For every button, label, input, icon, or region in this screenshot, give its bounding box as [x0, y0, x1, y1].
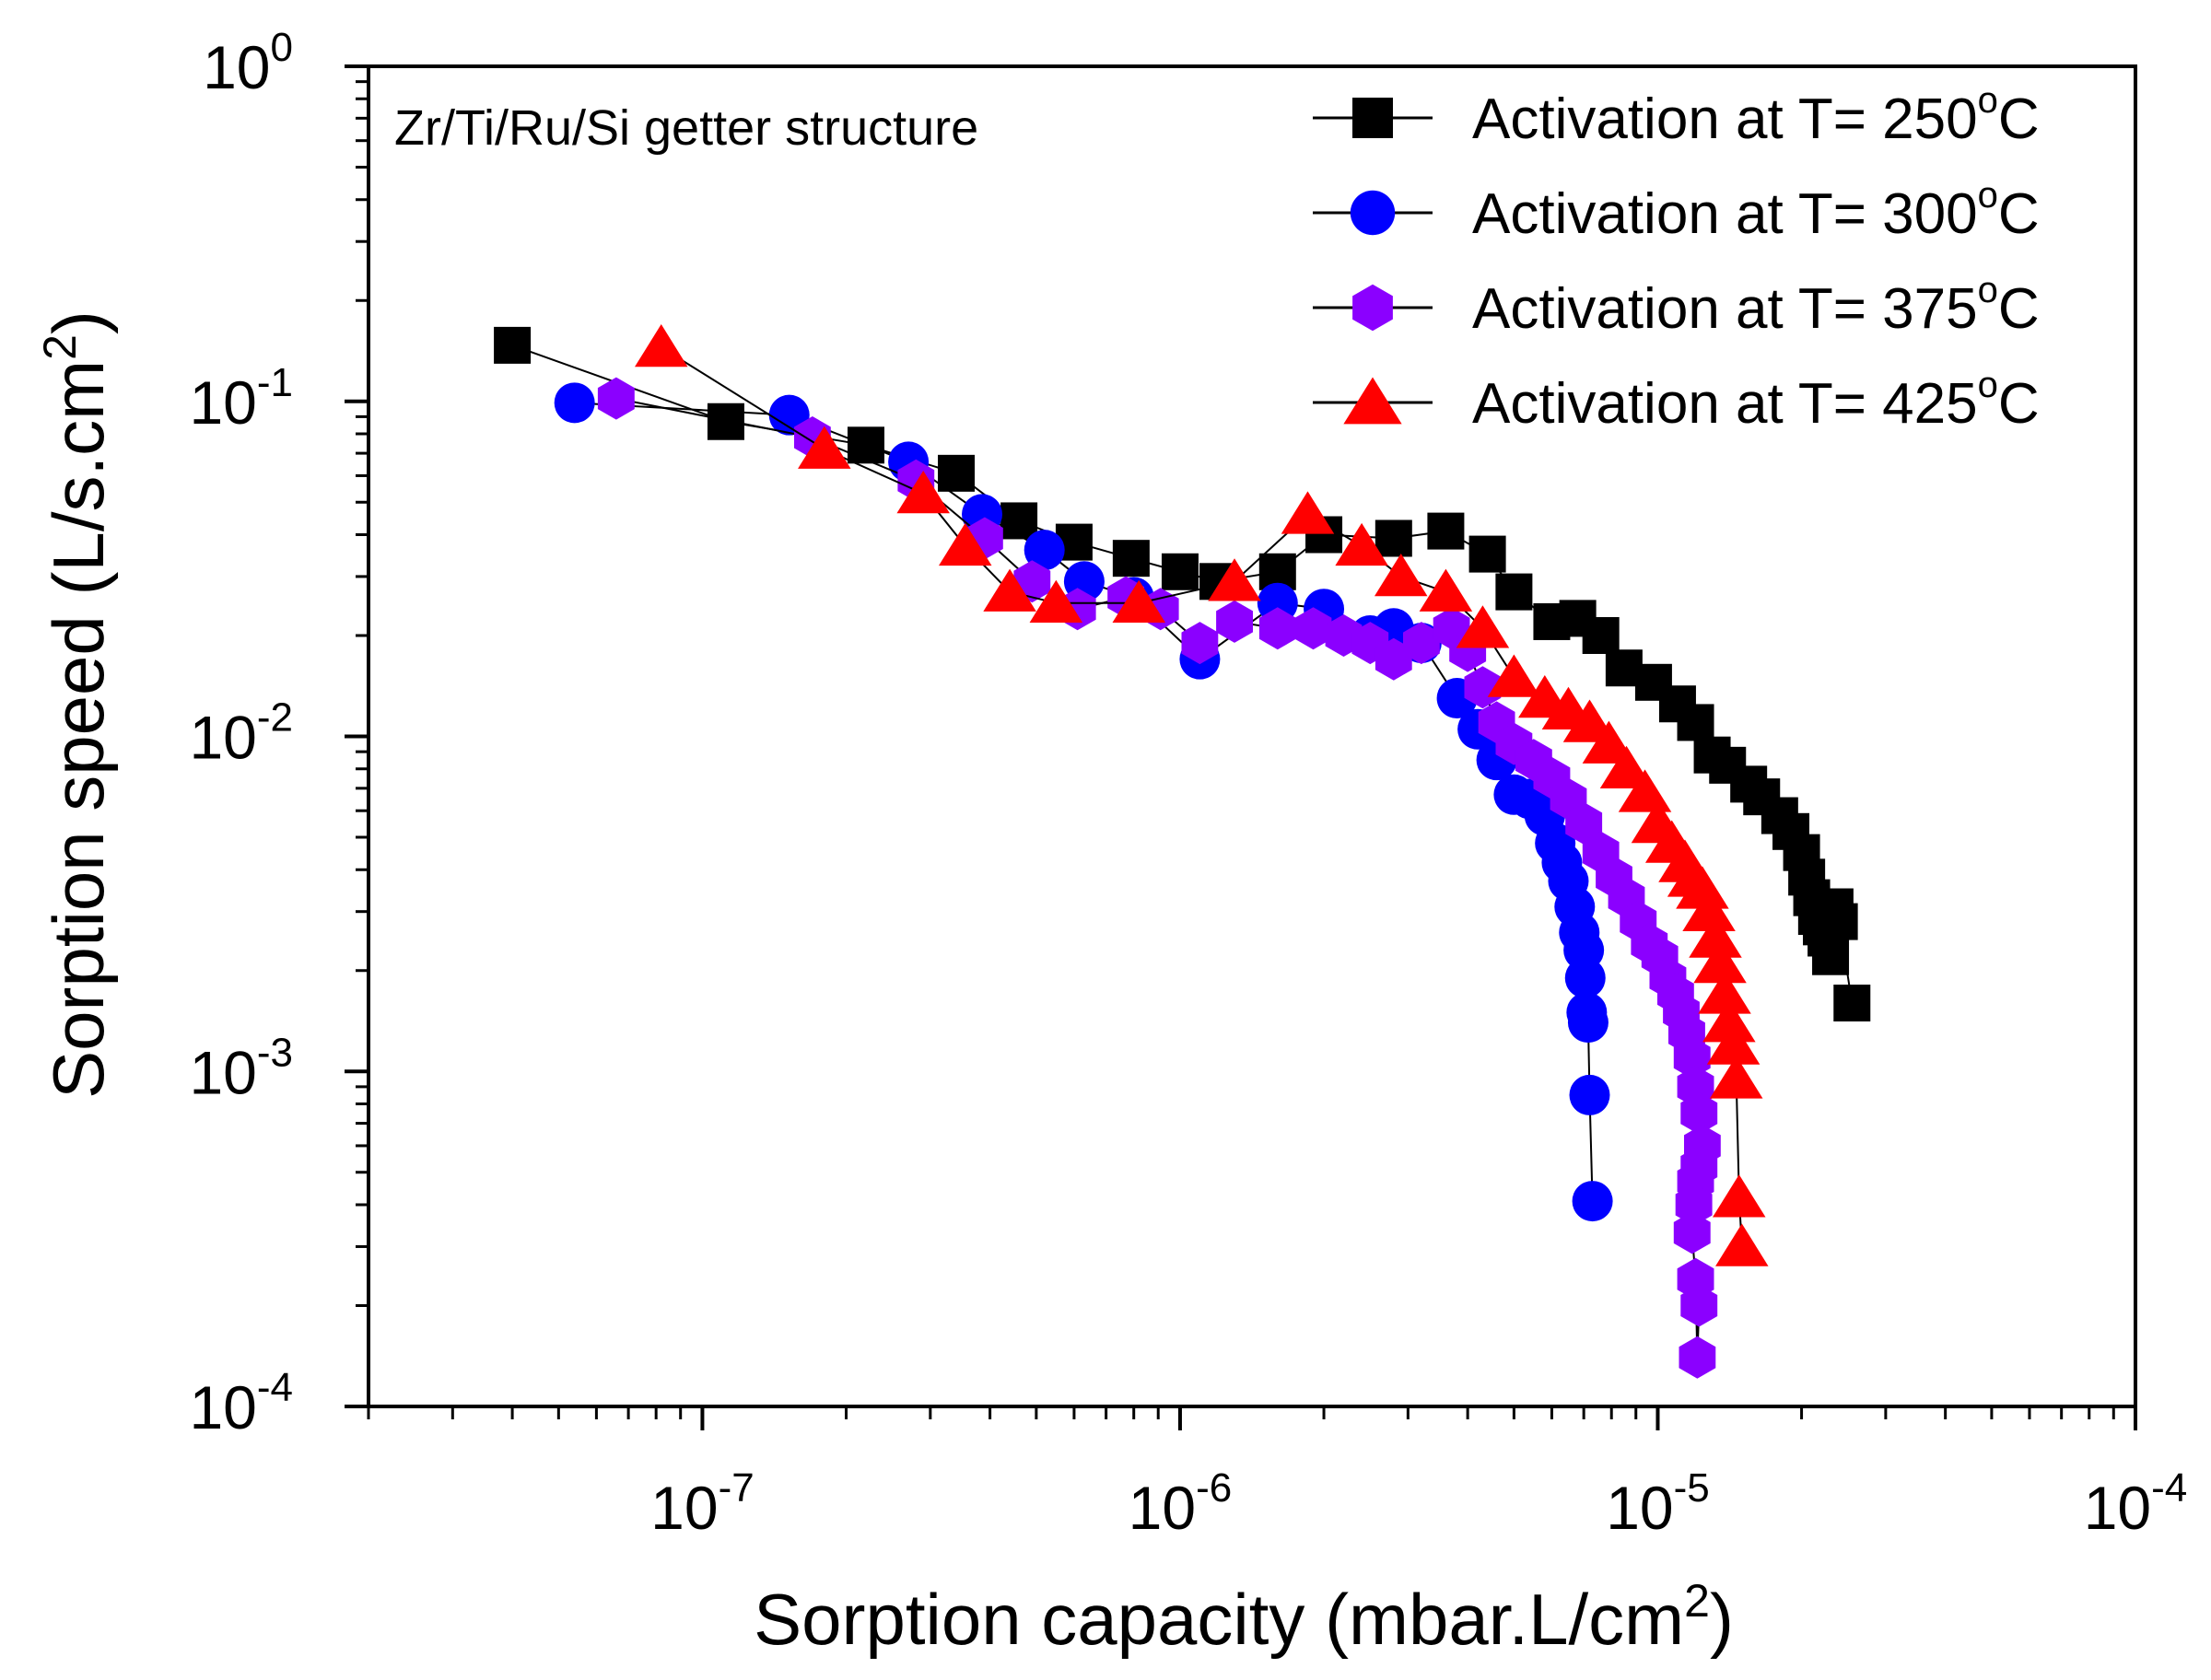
data-point: [597, 377, 635, 420]
legend-label: Activation at T= 425oC: [1472, 365, 2040, 436]
data-point: [1682, 888, 1736, 931]
y-tick-label: 10-2: [189, 695, 293, 772]
legend-marker: [1343, 377, 1402, 425]
x-tick-labels: 10-7 10-6 10-5 10-4: [650, 1465, 2187, 1542]
series-2: [554, 382, 1613, 1222]
legend: Activation at T= 250oC Activation at T= 3…: [1313, 80, 2040, 436]
data-point: [1427, 512, 1465, 550]
y-tick-label: 10-3: [189, 1030, 293, 1106]
data-point: [1680, 1284, 1718, 1327]
y-axis-label: Sorption speed (L/s.cm2): [34, 310, 119, 1099]
series-line: [615, 397, 1703, 1358]
data-point: [1375, 637, 1412, 681]
data-point: [1161, 553, 1199, 590]
data-point: [1572, 1181, 1613, 1222]
data-point: [1812, 938, 1850, 975]
legend-label: Activation at T= 375oC: [1472, 270, 2040, 341]
x-axis-label: Sorption capacity (mbar.L/cm2): [754, 1575, 1734, 1660]
legend-label: Activation at T= 250oC: [1472, 80, 2040, 151]
data-point: [1599, 745, 1654, 789]
y-tick-label: 10-4: [189, 1365, 293, 1441]
data-point: [1713, 1174, 1766, 1218]
data-point: [554, 382, 595, 424]
data-point: [938, 522, 992, 566]
data-point: [1820, 903, 1858, 940]
data-point: [1374, 553, 1428, 597]
data-point: [634, 324, 688, 368]
legend-label: Activation at T= 300oC: [1472, 175, 2040, 246]
data-point: [1833, 985, 1871, 1022]
data-point: [1677, 704, 1714, 741]
data-point: [1181, 622, 1219, 665]
y-tick-labels: 100 10-1 10-2 10-3 10-4: [189, 25, 293, 1441]
data-point: [938, 454, 976, 492]
legend-item-3: Activation at T= 375oC: [1313, 270, 2040, 341]
series-1: [494, 326, 1871, 1022]
data-point: [1673, 1211, 1711, 1254]
y-tick-label: 100: [203, 25, 293, 101]
data-point: [798, 426, 851, 469]
data-point: [983, 568, 1036, 612]
x-tick-label: 10-6: [1129, 1465, 1233, 1542]
data-point: [1689, 915, 1742, 958]
data-point: [1403, 622, 1440, 665]
data-point: [1419, 568, 1473, 612]
legend-marker: [1352, 98, 1393, 138]
legend-marker: [1352, 284, 1393, 332]
x-tick-label: 10-4: [2084, 1465, 2188, 1542]
data-point: [1676, 866, 1729, 909]
series-3: [597, 377, 1721, 1379]
data-point: [1112, 579, 1166, 623]
data-point: [1258, 607, 1296, 650]
data-point: [1680, 1091, 1718, 1135]
data-point: [1698, 971, 1751, 1014]
legend-item-4: Activation at T= 425oC: [1313, 365, 2040, 436]
data-point: [1335, 522, 1388, 566]
legend-item-2: Activation at T= 300oC: [1313, 175, 2040, 246]
minor-ticks: [356, 80, 2115, 1419]
data-point: [1706, 1021, 1761, 1065]
data-point: [1029, 579, 1083, 623]
data-point: [1281, 491, 1335, 534]
data-point: [494, 326, 532, 364]
data-point: [1702, 999, 1756, 1043]
data-point: [1582, 720, 1636, 764]
data-point: [1569, 1074, 1610, 1115]
data-point: [1294, 607, 1332, 650]
data-point: [1709, 1056, 1763, 1099]
data-point: [1564, 957, 1606, 998]
data-point: [1216, 600, 1253, 643]
data-point: [1375, 519, 1412, 557]
data-point: [1112, 540, 1150, 578]
data-point: [1565, 801, 1603, 845]
data-point: [1582, 617, 1620, 655]
data-point: [1208, 558, 1261, 601]
x-tick-label: 10-5: [1606, 1465, 1710, 1542]
data-point: [1673, 1036, 1711, 1079]
data-point: [1675, 1184, 1713, 1226]
major-ticks: [345, 64, 2137, 1430]
data-point: [1567, 1002, 1609, 1044]
data-point: [1693, 940, 1747, 984]
data-point: [1000, 502, 1038, 540]
legend-item-1: Activation at T= 250oC: [1313, 80, 2040, 151]
data-point: [707, 402, 744, 440]
data-point: [1679, 1336, 1716, 1379]
plot-annotation: Zr/Ti/Ru/Si getter structure: [394, 100, 978, 156]
plot-frame: [367, 64, 2137, 1408]
data-point: [1464, 666, 1502, 709]
data-point: [1495, 573, 1533, 611]
series-layer: [494, 324, 1871, 1379]
x-tick-label: 10-7: [650, 1465, 755, 1542]
y-tick-label: 10-1: [189, 360, 293, 437]
legend-marker: [1350, 190, 1396, 236]
data-point: [1456, 605, 1510, 648]
data-point: [1468, 535, 1506, 573]
data-point: [896, 471, 950, 514]
data-point: [1024, 530, 1065, 571]
data-point: [1715, 1223, 1769, 1266]
series-4: [634, 324, 1769, 1266]
data-point: [1487, 654, 1541, 697]
